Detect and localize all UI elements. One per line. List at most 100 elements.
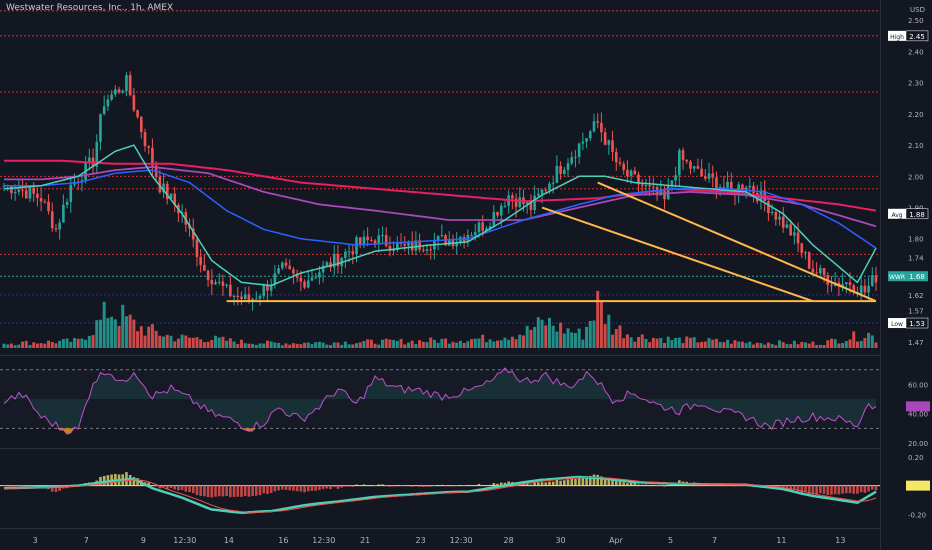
candle-body — [429, 249, 433, 251]
volume-bar — [258, 343, 262, 348]
candle-body — [577, 143, 581, 157]
macd-histogram-bar — [570, 478, 574, 486]
macd-histogram-bar — [559, 480, 562, 486]
volume-bar — [703, 341, 707, 348]
candle-body — [473, 232, 477, 236]
volume-bar — [740, 341, 744, 348]
price-tag-value: 1.88 — [909, 211, 925, 219]
volume-bar — [663, 343, 666, 348]
volume-bar — [815, 345, 819, 348]
volume-bar — [588, 321, 592, 348]
volume-bar — [9, 343, 13, 348]
candle-body — [388, 245, 392, 251]
candle-body — [121, 90, 125, 93]
macd-histogram-bar — [199, 485, 202, 496]
macd-histogram-bar — [407, 485, 410, 487]
macd-histogram-bar — [217, 485, 221, 497]
volume-bar — [744, 343, 748, 348]
volume-bar — [165, 334, 169, 348]
volume-bar — [58, 340, 62, 348]
volume-bar — [332, 342, 336, 348]
volume-bar — [13, 345, 17, 348]
macd-histogram-bar — [344, 485, 347, 487]
volume-bar — [84, 339, 88, 348]
candle-body — [622, 163, 625, 170]
candle-body — [496, 211, 499, 216]
price-tick-label: 1.80 — [908, 236, 924, 244]
volume-bar — [143, 335, 147, 348]
candle-body — [88, 157, 91, 163]
volume-bar — [510, 336, 514, 348]
macd-histogram-bar — [6, 485, 10, 487]
macd-histogram-bar — [403, 485, 407, 487]
volume-bar — [80, 338, 84, 348]
macd-histogram-bar — [566, 479, 570, 486]
macd-histogram-bar — [507, 481, 510, 486]
macd-histogram-bar — [499, 482, 503, 486]
volume-bar — [239, 339, 243, 348]
volume-bar — [384, 338, 388, 348]
candle-body — [863, 285, 867, 293]
candle-body — [262, 284, 266, 296]
candle-body — [681, 150, 685, 160]
volume-bar — [733, 340, 737, 348]
macd-histogram-bar — [837, 485, 841, 495]
volume-bar — [21, 341, 25, 348]
volume-bar — [826, 340, 830, 348]
volume-bar — [47, 340, 51, 348]
macd-histogram-bar — [277, 485, 280, 491]
volume-bar — [473, 338, 477, 348]
volume-bar — [581, 339, 585, 348]
candle-body — [347, 251, 351, 253]
candle-body — [162, 183, 165, 193]
candle-body — [221, 281, 225, 286]
macd-histogram-bar — [399, 485, 403, 487]
volume-bar — [243, 343, 247, 348]
macd-histogram-bar — [485, 485, 488, 486]
volume-bar — [726, 339, 730, 348]
macd-histogram-bar — [811, 485, 815, 495]
candle-body — [793, 232, 796, 236]
macd-histogram-bar — [2, 485, 6, 487]
price-tag-label-bg — [888, 208, 906, 219]
volume-bar — [17, 344, 21, 348]
volume-bar — [403, 344, 407, 348]
candle-body — [54, 228, 58, 230]
volume-bar — [514, 339, 518, 348]
candle-body — [822, 267, 826, 276]
volume-bar — [158, 335, 162, 348]
candle-body — [258, 295, 262, 299]
candle-body — [596, 121, 600, 123]
macd-histogram-bar — [184, 485, 188, 492]
candle-body — [870, 275, 874, 286]
macd-histogram-bar — [410, 485, 414, 487]
macd-histogram-bar — [225, 485, 228, 496]
rsi-oversold-fill — [4, 428, 876, 435]
volume-bar — [284, 343, 288, 348]
macd-histogram-bar — [525, 483, 529, 486]
macd-histogram-bar — [648, 484, 651, 486]
candle-body — [358, 237, 362, 245]
macd-histogram-bar — [555, 479, 559, 486]
macd-histogram-bar — [652, 485, 655, 486]
candle-body — [243, 294, 247, 300]
volume-bar — [2, 343, 6, 348]
candle-body — [603, 132, 607, 145]
macd-histogram-bar — [384, 485, 388, 487]
volume-bar — [855, 341, 859, 348]
candle-body — [199, 256, 202, 265]
macd-histogram-bar — [466, 485, 470, 486]
price-tag-value-bg — [905, 208, 929, 220]
macd-histogram-bar — [366, 484, 369, 486]
volume-bar — [570, 332, 574, 348]
volume-bar — [35, 343, 39, 348]
macd-histogram-bar — [629, 482, 633, 486]
candle-body — [588, 131, 592, 139]
price-tag-label: High — [890, 34, 904, 41]
candle-body — [845, 282, 848, 284]
volume-bar — [288, 344, 292, 348]
volume-bar — [785, 344, 789, 348]
candle-body — [332, 253, 336, 268]
candle-body — [518, 197, 522, 207]
